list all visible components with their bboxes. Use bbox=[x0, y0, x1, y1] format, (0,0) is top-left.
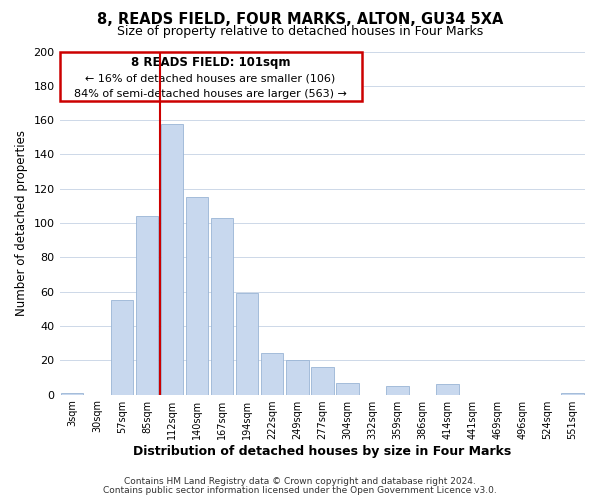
X-axis label: Distribution of detached houses by size in Four Marks: Distribution of detached houses by size … bbox=[133, 444, 511, 458]
Text: ← 16% of detached houses are smaller (106): ← 16% of detached houses are smaller (10… bbox=[85, 74, 336, 84]
Bar bbox=[286, 360, 308, 394]
Bar bbox=[161, 124, 184, 394]
Text: Contains public sector information licensed under the Open Government Licence v3: Contains public sector information licen… bbox=[103, 486, 497, 495]
Bar bbox=[261, 354, 283, 395]
Bar bbox=[236, 294, 259, 394]
Bar bbox=[386, 386, 409, 394]
Text: 84% of semi-detached houses are larger (563) →: 84% of semi-detached houses are larger (… bbox=[74, 90, 347, 100]
Text: Contains HM Land Registry data © Crown copyright and database right 2024.: Contains HM Land Registry data © Crown c… bbox=[124, 477, 476, 486]
Bar bbox=[336, 382, 359, 394]
Text: 8 READS FIELD: 101sqm: 8 READS FIELD: 101sqm bbox=[131, 56, 290, 69]
Bar bbox=[436, 384, 458, 394]
Bar bbox=[186, 198, 208, 394]
Bar bbox=[311, 367, 334, 394]
Text: Size of property relative to detached houses in Four Marks: Size of property relative to detached ho… bbox=[117, 25, 483, 38]
Bar bbox=[561, 393, 584, 394]
Bar bbox=[211, 218, 233, 394]
Bar bbox=[111, 300, 133, 394]
Bar bbox=[61, 393, 83, 394]
FancyBboxPatch shape bbox=[59, 52, 362, 101]
Y-axis label: Number of detached properties: Number of detached properties bbox=[15, 130, 28, 316]
Text: 8, READS FIELD, FOUR MARKS, ALTON, GU34 5XA: 8, READS FIELD, FOUR MARKS, ALTON, GU34 … bbox=[97, 12, 503, 28]
Bar bbox=[136, 216, 158, 394]
